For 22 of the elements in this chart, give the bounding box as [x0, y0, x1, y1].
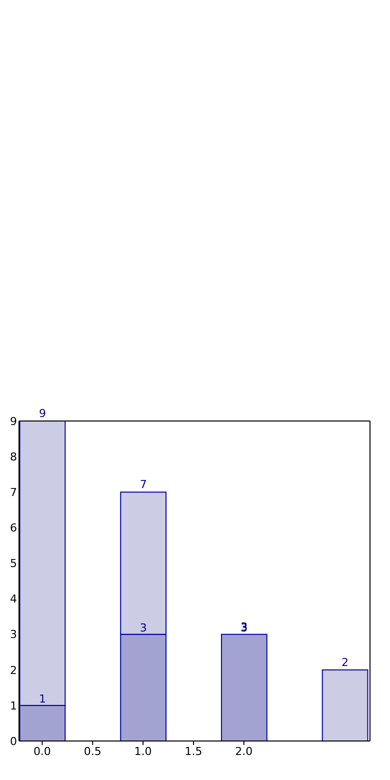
x-tick-label: 0.0	[33, 744, 51, 758]
x-tick-label: 2.0	[235, 744, 253, 758]
data-label: 1	[38, 692, 46, 706]
y-tick-label: 3	[10, 628, 17, 642]
y-tick-label: 5	[10, 557, 17, 570]
total-label: 7	[140, 478, 147, 492]
y-tick-label: 2	[10, 664, 17, 677]
data-label: 3	[140, 621, 147, 634]
y-tick-label: 9	[10, 414, 17, 428]
bar	[322, 669, 368, 741]
y-tick-label: 0	[10, 734, 17, 748]
y-tick-label: 1	[10, 699, 17, 712]
bar	[220, 634, 268, 741]
total-label: 2	[342, 656, 349, 669]
x-tick-label: 1.0	[134, 744, 152, 758]
y-tick-label: 4	[10, 592, 17, 606]
y-tick-label: 7	[10, 486, 17, 500]
y-tick-label: 8	[10, 450, 17, 464]
x-tick-label: 0.5	[84, 744, 102, 758]
y-tick-label: 6	[10, 522, 17, 535]
total-label: 9	[38, 407, 46, 420]
x-tick-label: 1.5	[184, 744, 202, 758]
